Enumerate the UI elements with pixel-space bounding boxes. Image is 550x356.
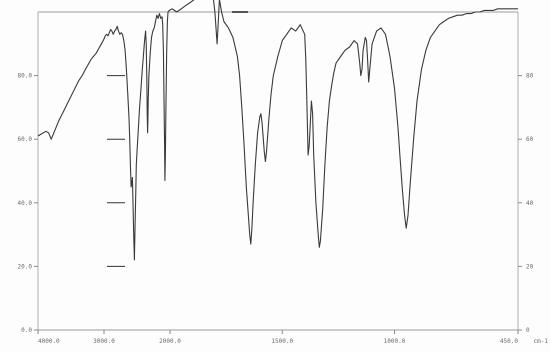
- x-axis-ticks: 4000.0 3000.0 2000.0 1500.0 1000.0 450.0 cm-1: [37, 330, 549, 345]
- y-axis-ticks: 0.0 20.0 40.0 60.0 80.0 0 20 40 60 80: [18, 73, 534, 334]
- plot-frame: [37, 11, 519, 331]
- x-unit-label: cm-1: [534, 338, 549, 345]
- x-tick-label: 450.0: [500, 338, 518, 345]
- y-tick-label-left: 60.0: [18, 136, 33, 143]
- y-tick-label-right: 20: [526, 263, 534, 270]
- y-tick-label-right: 40: [526, 200, 534, 207]
- x-tick-label: 1500.0: [271, 338, 293, 345]
- series-layer: [37, 0, 518, 261]
- y-tick-label-left: 80.0: [18, 73, 33, 80]
- y-tick-label-left: 40.0: [18, 200, 33, 207]
- x-tick-label: 4000.0: [38, 338, 60, 345]
- x-tick-label: 3000.0: [93, 338, 115, 345]
- y-tick-label-right: 0: [526, 327, 530, 334]
- x-tick-label: 1000.0: [384, 338, 406, 345]
- y-tick-label-left: 0.0: [21, 327, 32, 334]
- y-tick-label-left: 20.0: [18, 263, 33, 270]
- spectrum-line: [37, 0, 518, 261]
- y-tick-label-right: 60: [526, 136, 534, 143]
- x-tick-label: 2000.0: [159, 338, 181, 345]
- y-tick-label-right: 80: [526, 73, 534, 80]
